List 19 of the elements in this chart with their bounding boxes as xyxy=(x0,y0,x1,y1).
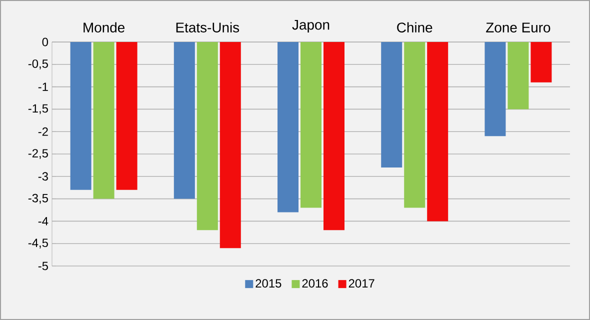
legend-label: 2017 xyxy=(348,279,374,288)
y-tick-label: 0 xyxy=(42,38,48,46)
y-tick-label: -5 xyxy=(38,262,48,270)
y-tick-label: -0,5 xyxy=(28,59,48,70)
y-tick-label: -2,5 xyxy=(28,149,48,159)
y-tick-label: -1,5 xyxy=(28,104,48,114)
legend-label: 2016 xyxy=(302,279,328,288)
y-tick-label: -3 xyxy=(38,172,48,181)
x-tick-label: Etats-Unis xyxy=(176,22,240,32)
x-tick-label: Chine xyxy=(397,22,432,32)
legend-label: 2015 xyxy=(256,279,282,288)
x-tick-label: Japon xyxy=(292,20,330,32)
y-tick-label: -4 xyxy=(38,217,48,226)
y-tick-label: -3,5 xyxy=(28,194,48,204)
x-tick-label: Zone Euro xyxy=(486,22,550,32)
x-tick-label: Monde xyxy=(84,22,125,32)
y-tick-label: -2 xyxy=(38,127,48,136)
y-tick-label: -4,5 xyxy=(28,238,48,248)
y-tick-label: -1 xyxy=(38,82,48,91)
